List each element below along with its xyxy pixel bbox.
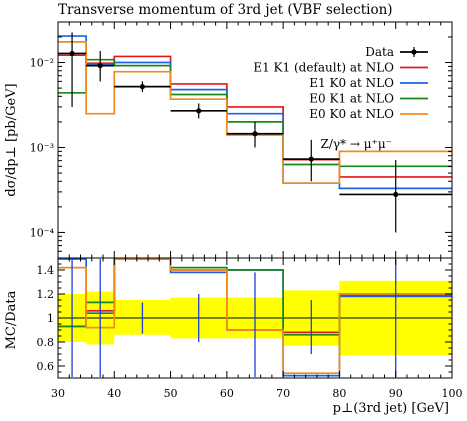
- ratio-y-tick-label: 1: [47, 312, 54, 325]
- x-tick-label: 30: [51, 387, 65, 400]
- process-label: Z/γ* → μ⁺μ⁻: [320, 137, 392, 151]
- series-2-histogram: [58, 58, 452, 168]
- ratio-y-tick-label: 0.6: [37, 360, 55, 373]
- series-3-histogram: [58, 41, 452, 185]
- data-point: [69, 50, 75, 57]
- x-tick-label: 90: [389, 387, 403, 400]
- data-point: [393, 191, 399, 198]
- data-point: [139, 84, 146, 90]
- legend-label: E1 K0 at NLO: [309, 76, 394, 90]
- data-point: [252, 131, 258, 137]
- x-tick-label: 50: [164, 387, 178, 400]
- x-tick-label: 100: [442, 387, 463, 400]
- x-tick-label: 80: [332, 387, 346, 400]
- ratio-series-2: [58, 258, 452, 336]
- chart-title: Transverse momentum of 3rd jet (VBF sele…: [58, 2, 393, 18]
- ratio-y-tick-label: 1.2: [37, 288, 55, 301]
- data-point: [97, 63, 103, 69]
- x-tick-label: 40: [107, 387, 121, 400]
- x-tick-label: 60: [220, 387, 234, 400]
- legend-swatch-marker: [411, 49, 417, 55]
- y-tick-label: 10⁻³: [30, 141, 54, 154]
- legend-label: E1 K1 (default) at NLO: [253, 61, 394, 75]
- x-tick-label: 70: [276, 387, 290, 400]
- ratio-series-1: [58, 258, 452, 377]
- legend-label: Data: [365, 45, 394, 59]
- legend-label: E0 K1 at NLO: [309, 92, 394, 106]
- main-y-axis-label: dσ/dp⊥ [pb/GeV]: [4, 83, 19, 196]
- main-panel: 10⁻⁴ 10⁻³ 10⁻² Data E1 K1 (default) at NLOE1…: [30, 21, 453, 259]
- ratio-y-tick-label: 0.8: [37, 336, 55, 349]
- ratio-y-tick-label: 1.4: [37, 264, 55, 277]
- main-plot-area: [58, 32, 452, 233]
- data-point: [196, 108, 202, 114]
- ratio-series-3: [58, 258, 452, 375]
- data-point: [308, 156, 314, 162]
- x-axis-label: p⊥(3rd jet) [GeV]: [333, 401, 449, 416]
- ratio-panel: 0.6 0.8 1 1.2 1.4 30 40 50 60 70 80 90 100: [37, 257, 463, 400]
- y-tick-label: 10⁻²: [30, 57, 54, 70]
- legend-label: E0 K0 at NLO: [309, 107, 394, 121]
- y-tick-label: 10⁻⁴: [30, 226, 55, 239]
- ratio-plot-area: [58, 258, 452, 377]
- ratio-y-axis-label: MC/Data: [4, 290, 19, 349]
